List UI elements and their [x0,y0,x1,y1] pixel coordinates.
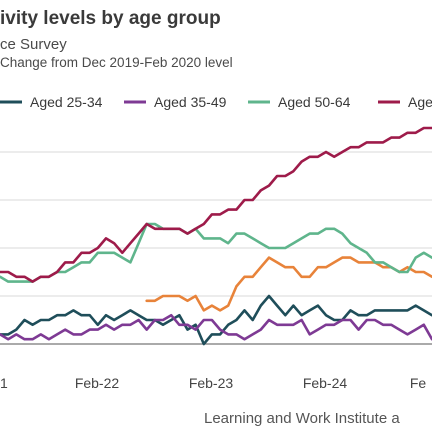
series-line-aged-25-34 [0,294,432,346]
chart-subtitle: ce Survey [0,36,67,53]
legend-label: Aged 35-49 [154,94,227,110]
x-tick-label: 1 [0,375,8,391]
series-line-unlabelled [145,256,432,312]
legend: Aged 25-34 Aged 35-49 Aged 50-64 Aged 65+ [0,94,432,110]
x-tick-label: Feb-24 [303,375,348,391]
x-tick-label: Feb-23 [189,375,234,391]
series-line-aged-35-49 [0,313,432,341]
legend-label: Aged 25-34 [30,94,103,110]
y-axis-label: Change from Dec 2019-Feb 2020 level [0,55,233,70]
x-axis-ticks: 1 Feb-22 Feb-23 Feb-24 Fe [0,375,426,391]
source-note: Learning and Work Institute a [204,410,400,427]
legend-label: Aged 50-64 [278,94,351,110]
gridlines [0,151,432,345]
x-tick-label: Feb-22 [75,375,120,391]
series-line-aged-50-64 [0,222,432,283]
series-line-aged-65- [0,126,432,283]
x-tick-label: Fe [410,375,427,391]
chart-title: ivity levels by age group [0,8,221,29]
series-lines [0,126,432,346]
legend-label: Aged 65+ [408,94,432,110]
